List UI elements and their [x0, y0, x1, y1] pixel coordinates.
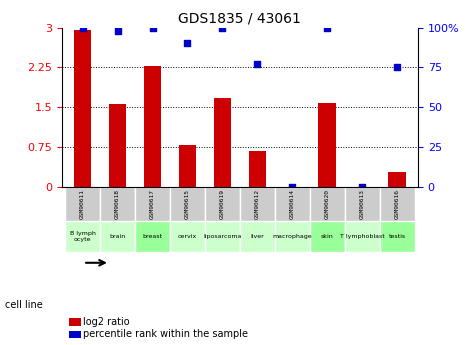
Point	[393, 65, 401, 70]
Text: testis: testis	[389, 234, 406, 239]
Bar	[248, 150, 266, 187]
Bar	[380, 220, 415, 252]
Text: cervix: cervix	[178, 234, 197, 239]
Bar	[100, 220, 135, 252]
Text: GSM90620: GSM90620	[325, 189, 330, 219]
Text: macrophage: macrophage	[273, 234, 312, 239]
Bar	[389, 172, 406, 187]
Bar	[65, 187, 100, 220]
Text: liposarcoma: liposarcoma	[203, 234, 242, 239]
Bar	[240, 220, 275, 252]
Bar	[310, 220, 345, 252]
Bar	[109, 105, 126, 187]
Text: GSM90612: GSM90612	[255, 189, 260, 219]
Bar	[135, 187, 170, 220]
Point	[358, 184, 366, 189]
Bar	[100, 187, 135, 220]
Point	[288, 184, 296, 189]
Bar	[205, 187, 240, 220]
Text: log2 ratio: log2 ratio	[83, 317, 130, 326]
Bar	[240, 187, 275, 220]
Text: GSM90618: GSM90618	[115, 189, 120, 219]
Text: GSM90613: GSM90613	[360, 189, 365, 219]
Bar	[318, 104, 336, 187]
Text: breast: breast	[142, 234, 162, 239]
Bar	[205, 220, 240, 252]
Bar	[74, 30, 91, 187]
Title: GDS1835 / 43061: GDS1835 / 43061	[179, 11, 301, 25]
Point	[149, 25, 156, 30]
Text: B lymph
ocyte: B lymph ocyte	[70, 231, 95, 241]
Bar	[179, 145, 196, 187]
Text: brain: brain	[110, 234, 126, 239]
Bar	[65, 220, 100, 252]
Text: GSM90617: GSM90617	[150, 189, 155, 219]
Text: T lymphoblast: T lymphoblast	[340, 234, 384, 239]
Text: GSM90616: GSM90616	[395, 189, 399, 219]
Text: GSM90614: GSM90614	[290, 189, 295, 219]
Bar	[170, 220, 205, 252]
Bar	[275, 187, 310, 220]
Bar	[345, 187, 380, 220]
Text: GSM90615: GSM90615	[185, 189, 190, 219]
Point	[218, 25, 226, 30]
Point	[114, 28, 122, 33]
Text: skin: skin	[321, 234, 333, 239]
Bar	[310, 187, 345, 220]
Point	[323, 25, 331, 30]
Bar	[170, 187, 205, 220]
Point	[184, 41, 191, 46]
Bar	[345, 220, 380, 252]
Bar	[380, 187, 415, 220]
Bar	[135, 220, 170, 252]
Bar	[275, 220, 310, 252]
Point	[254, 61, 261, 67]
Bar	[214, 98, 231, 187]
Text: cell line: cell line	[5, 300, 42, 310]
Text: liver: liver	[250, 234, 264, 239]
Bar	[144, 66, 162, 187]
Point	[79, 25, 86, 30]
Text: GSM90611: GSM90611	[80, 189, 85, 219]
Text: percentile rank within the sample: percentile rank within the sample	[83, 329, 248, 339]
Text: GSM90619: GSM90619	[220, 189, 225, 219]
